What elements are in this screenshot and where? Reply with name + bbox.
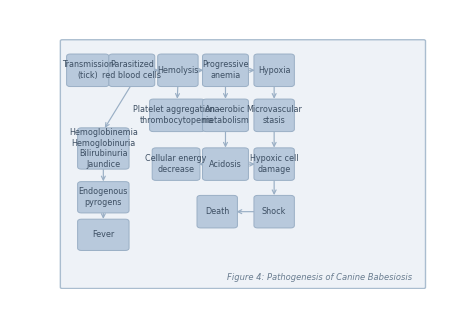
FancyBboxPatch shape	[60, 40, 426, 289]
FancyBboxPatch shape	[254, 148, 294, 180]
FancyBboxPatch shape	[254, 54, 294, 86]
Text: Figure 4: Pathogenesis of Canine Babesiosis: Figure 4: Pathogenesis of Canine Babesio…	[227, 273, 412, 282]
FancyBboxPatch shape	[78, 219, 129, 251]
Text: Transmission
(tick): Transmission (tick)	[62, 60, 114, 80]
Text: Hypoxia: Hypoxia	[258, 66, 291, 75]
Text: Platelet aggregation -
thrombocytopenia: Platelet aggregation - thrombocytopenia	[134, 105, 221, 125]
FancyBboxPatch shape	[66, 54, 109, 86]
Text: Death: Death	[205, 207, 229, 216]
FancyBboxPatch shape	[150, 99, 205, 132]
FancyBboxPatch shape	[109, 54, 155, 86]
Text: Hemoglobinemia
Hemoglobinuria
Bilirubinuria
Jaundice: Hemoglobinemia Hemoglobinuria Bilirubinu…	[69, 128, 138, 169]
FancyBboxPatch shape	[254, 99, 294, 132]
Text: Microvascular
stasis: Microvascular stasis	[246, 105, 302, 125]
FancyBboxPatch shape	[78, 128, 129, 169]
FancyBboxPatch shape	[78, 182, 129, 213]
Text: Hemolysis: Hemolysis	[157, 66, 199, 75]
Text: Progressive
anemia: Progressive anemia	[202, 60, 249, 80]
FancyBboxPatch shape	[254, 195, 294, 228]
Text: Fever: Fever	[92, 230, 114, 239]
FancyBboxPatch shape	[158, 54, 198, 86]
Text: Endogenous
pyrogens: Endogenous pyrogens	[79, 188, 128, 207]
Text: Anaerobic
metabolism: Anaerobic metabolism	[201, 105, 249, 125]
FancyBboxPatch shape	[152, 148, 200, 180]
Text: Parasitized
red blood cells: Parasitized red blood cells	[102, 60, 161, 80]
FancyBboxPatch shape	[202, 99, 248, 132]
Text: Cellular energy
decrease: Cellular energy decrease	[146, 154, 207, 174]
Text: Hypoxic cell
damage: Hypoxic cell damage	[250, 154, 299, 174]
Text: Acidosis: Acidosis	[209, 160, 242, 169]
FancyBboxPatch shape	[202, 54, 248, 86]
FancyBboxPatch shape	[202, 148, 248, 180]
Text: Shock: Shock	[262, 207, 286, 216]
FancyBboxPatch shape	[197, 195, 237, 228]
